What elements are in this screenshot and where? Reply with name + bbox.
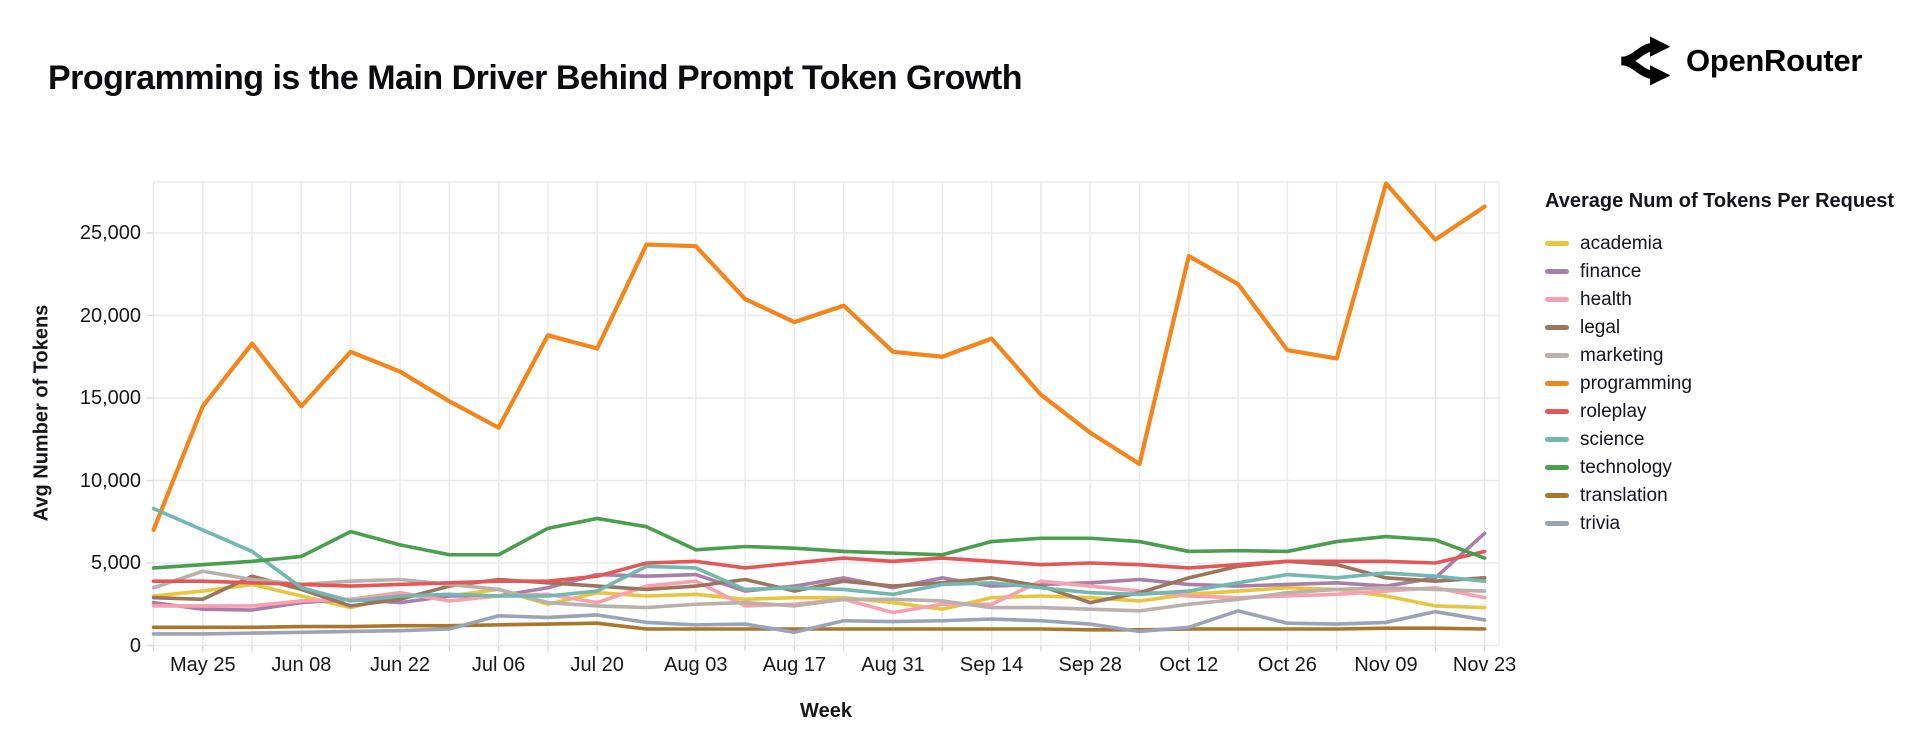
x-tick-label: Oct 26 [1257, 654, 1317, 676]
line-marketing [151, 569, 1487, 613]
legend-items: academia finance health legal marketing progr… [1545, 229, 1894, 537]
legend: Average Num of Tokens Per Request academ… [1545, 190, 1894, 537]
x-tick-label: Nov 09 [1354, 654, 1418, 676]
x-tick-label: Jun 08 [271, 654, 332, 676]
line-programming [151, 181, 1487, 533]
legend-title: Average Num of Tokens Per Request [1545, 190, 1894, 212]
y-tick-label: 20,000 [79, 304, 141, 327]
y-tick-label: 25,000 [79, 222, 141, 244]
legend-item-programming: programming [1545, 369, 1894, 397]
x-axis-title: Week [800, 700, 852, 722]
x-tick-label: Aug 17 [762, 654, 827, 676]
legend-swatch-science [1545, 436, 1569, 442]
legend-item-translation: translation [1545, 481, 1894, 509]
legend-swatch-roleplay [1545, 408, 1569, 414]
legend-label: science [1580, 428, 1645, 450]
x-tick-label: Nov 23 [1452, 654, 1517, 676]
y-tick-label: 0 [129, 634, 141, 657]
x-tick-label: Jul 06 [471, 654, 526, 676]
legend-label: roleplay [1580, 400, 1647, 422]
legend-item-roleplay: roleplay [1545, 397, 1894, 425]
legend-item-health: health [1545, 285, 1894, 313]
legend-label: programming [1580, 372, 1692, 394]
line-roleplay [151, 549, 1487, 588]
x-tick-label: Oct 12 [1159, 654, 1219, 676]
legend-item-marketing: marketing [1545, 341, 1894, 369]
legend-item-science: science [1545, 425, 1894, 453]
x-tick-label: Aug 03 [664, 654, 728, 676]
legend-item-finance: finance [1545, 257, 1894, 285]
page-title: Programming is the Main Driver Behind Pr… [48, 58, 1023, 97]
legend-swatch-trivia [1545, 520, 1569, 526]
x-tick-label: Sep 28 [1058, 654, 1122, 676]
brand-logo: OpenRouter [1618, 34, 1862, 88]
legend-swatch-legal [1545, 324, 1569, 330]
legend-swatch-programming [1545, 380, 1569, 386]
x-tick-label: Jun 22 [369, 654, 431, 676]
legend-swatch-technology [1545, 464, 1569, 470]
legend-swatch-health [1545, 296, 1569, 302]
legend-swatch-finance [1545, 268, 1569, 274]
line-trivia [151, 609, 1487, 636]
brand-name: OpenRouter [1686, 43, 1863, 78]
legend-item-legal: legal [1545, 313, 1894, 341]
y-tick-label: 10,000 [79, 469, 141, 492]
x-tick-label: Sep 14 [959, 654, 1024, 676]
legend-item-technology: technology [1545, 453, 1894, 481]
y-tick-label: 15,000 [79, 387, 141, 409]
legend-swatch-marketing [1545, 352, 1569, 358]
legend-label: trivia [1580, 512, 1621, 534]
legend-label: finance [1580, 260, 1642, 282]
legend-label: technology [1580, 456, 1672, 478]
legend-item-academia: academia [1545, 229, 1894, 257]
line-technology [151, 516, 1487, 570]
line-translation [151, 621, 1487, 632]
line-science [151, 506, 1487, 603]
legend-item-trivia: trivia [1545, 509, 1894, 537]
y-tick-label: 5,000 [90, 552, 141, 574]
legend-label: translation [1580, 484, 1668, 506]
legend-label: marketing [1580, 344, 1664, 366]
legend-label: academia [1580, 232, 1663, 254]
legend-label: legal [1580, 316, 1621, 338]
legend-label: health [1580, 288, 1632, 310]
legend-swatch-translation [1545, 492, 1569, 498]
x-tick-label: Jul 20 [570, 654, 624, 676]
x-tick-label: May 25 [170, 654, 236, 676]
legend-swatch-academia [1545, 240, 1569, 246]
openrouter-icon [1618, 34, 1672, 88]
x-tick-label: Aug 31 [861, 654, 925, 676]
